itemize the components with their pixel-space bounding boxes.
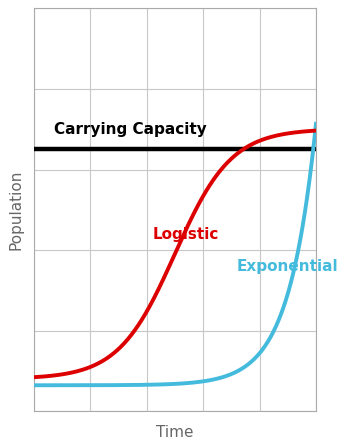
Y-axis label: Population: Population [8,170,23,250]
Text: Carrying Capacity: Carrying Capacity [54,122,206,138]
Text: Exponential: Exponential [237,259,338,274]
X-axis label: Time: Time [156,425,194,439]
Text: Logistic: Logistic [152,227,219,241]
